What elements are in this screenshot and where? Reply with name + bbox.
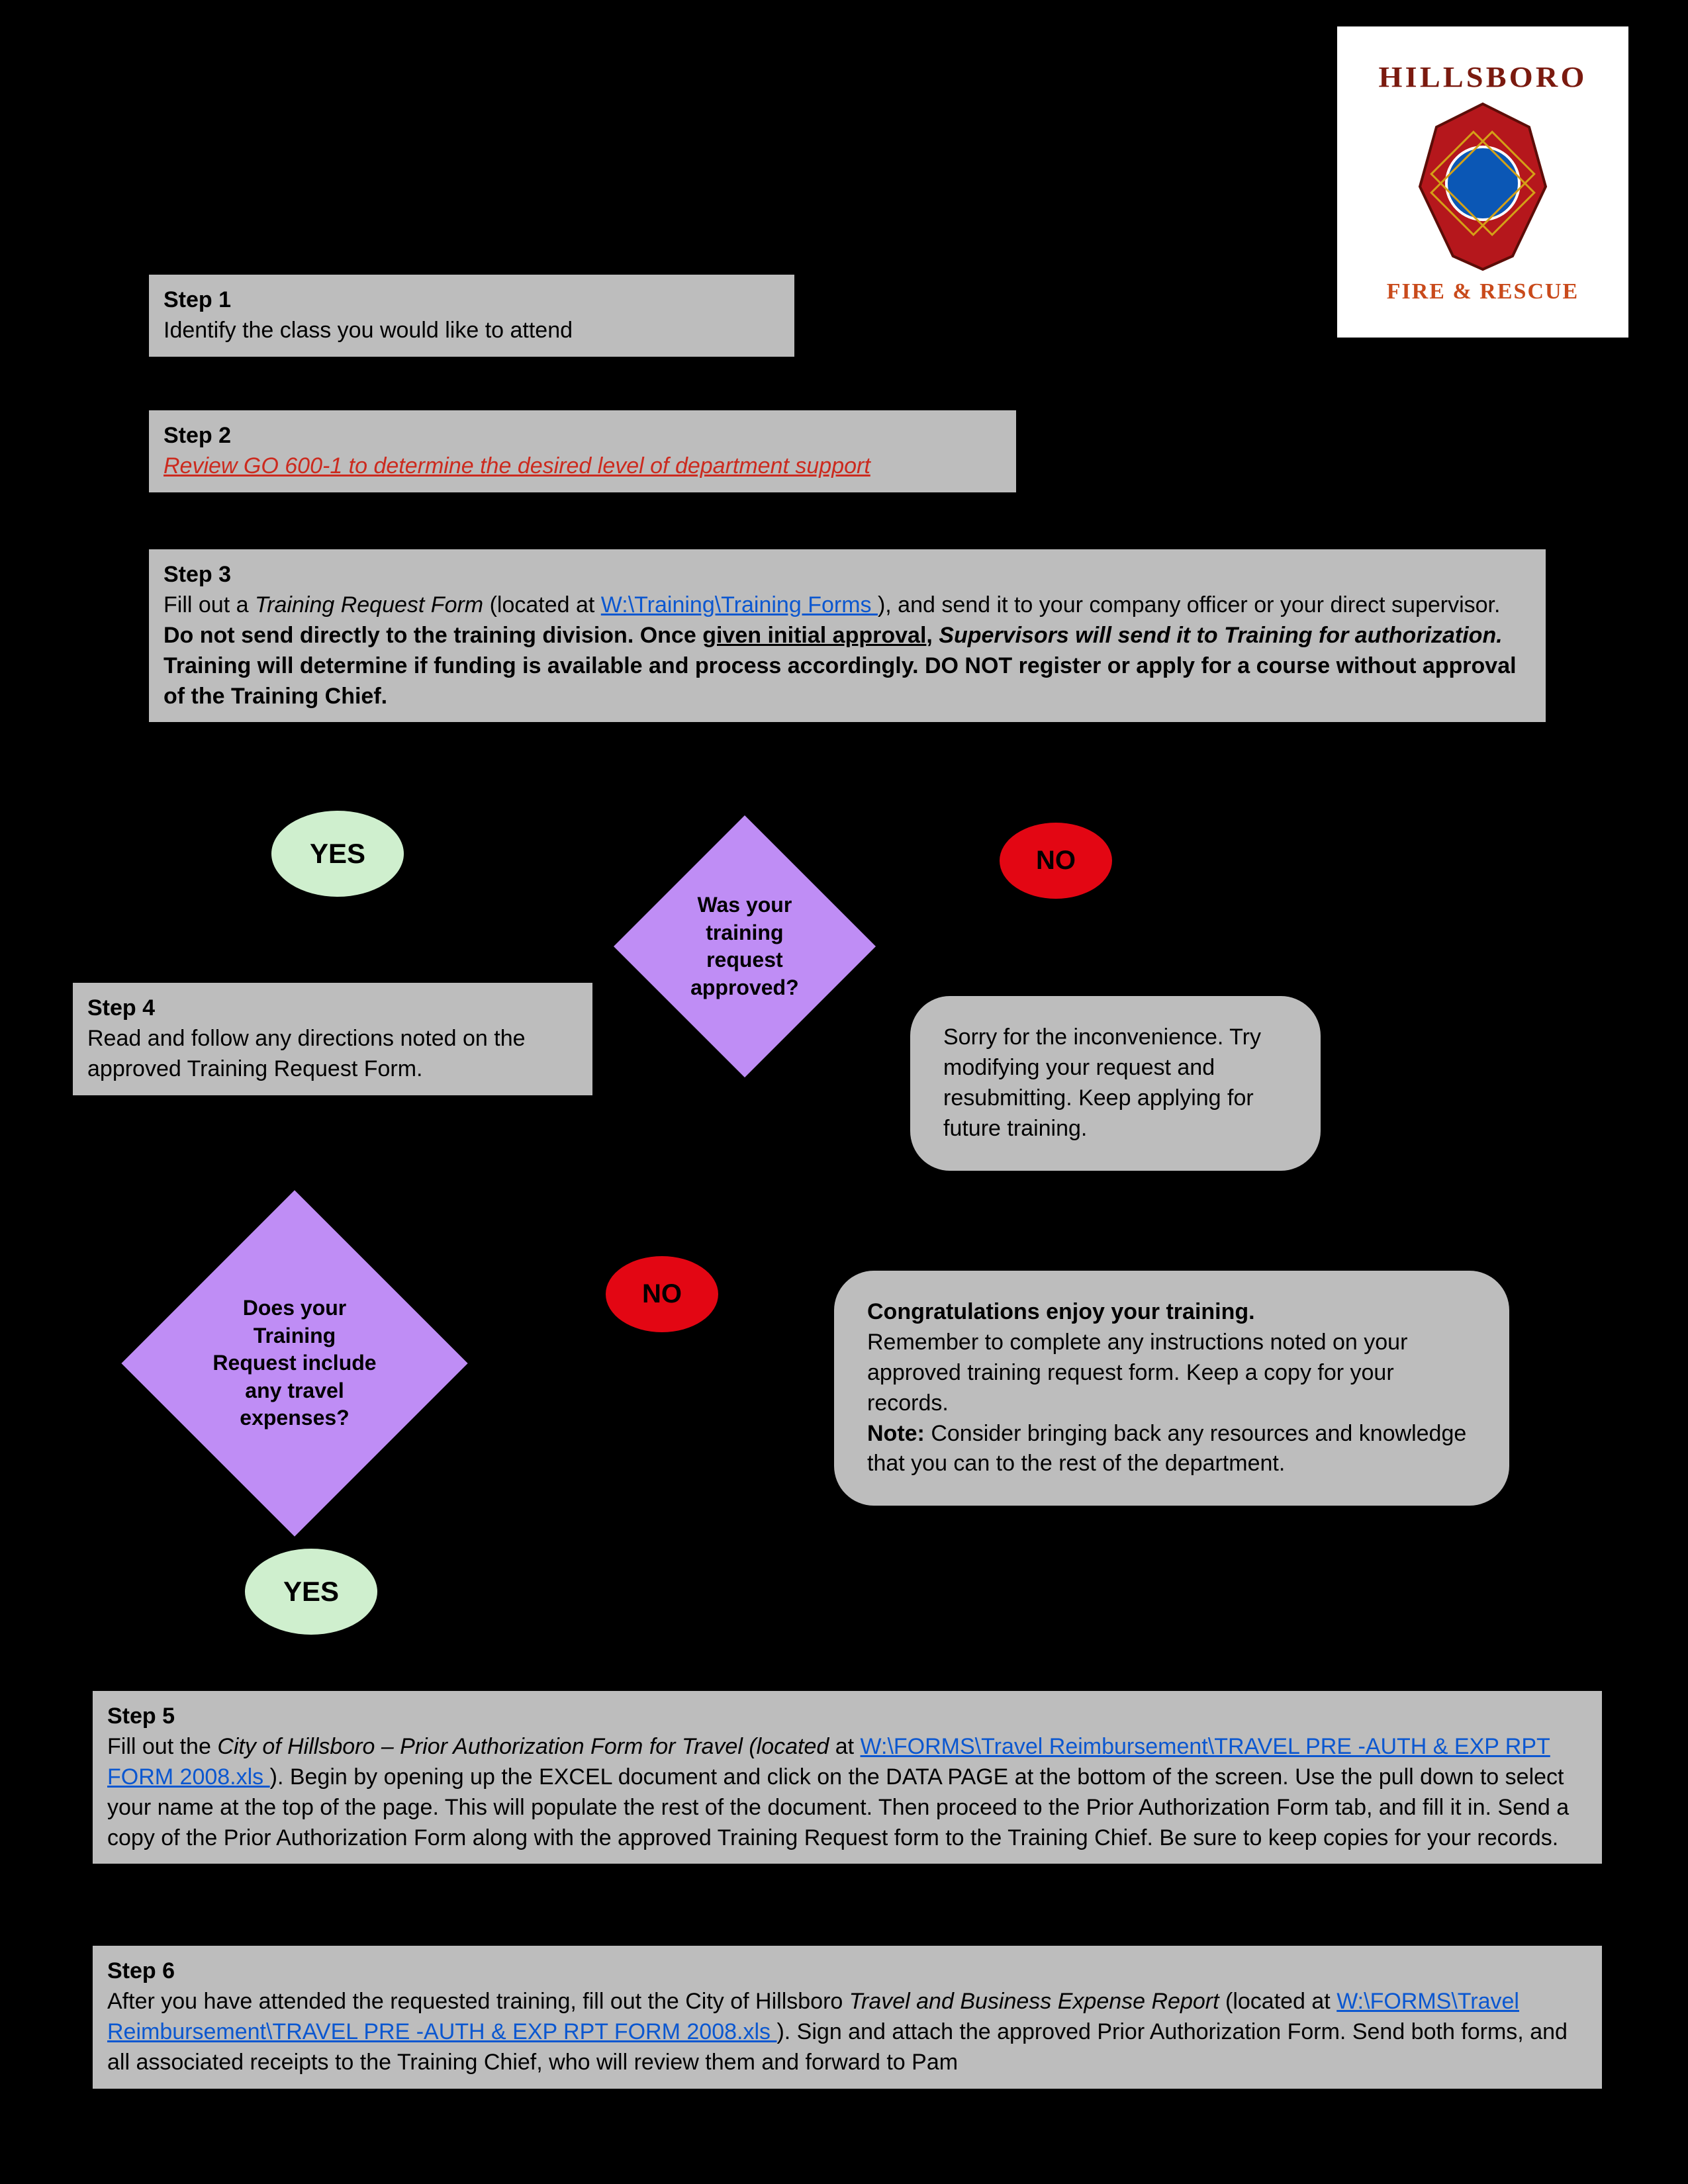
logo-hillsboro-fire-rescue: HILLSBORO FIRE & RESCUE [1337, 26, 1628, 338]
no-ellipse-top: NO [1000, 823, 1112, 899]
step-5-mid: at [829, 1734, 860, 1759]
step-5-pre: Fill out the [107, 1734, 217, 1759]
step-1-body: Identify the class you would like to att… [164, 318, 573, 343]
decision-approved-text: Was your training request approved? [659, 885, 831, 1008]
step-6-form-name: Travel and Business Expense Report [849, 1989, 1219, 2014]
step-3-post: ), and send it to your company officer o… [878, 592, 1500, 617]
step-1-box: Step 1 Identify the class you would like… [149, 275, 794, 357]
congrats-bold-lead: Congratulations enjoy your training. [867, 1299, 1255, 1324]
sorry-rounded-box: Sorry for the inconvenience. Try modifyi… [910, 996, 1321, 1171]
yes-ellipse-top: YES [271, 811, 404, 897]
step-5-post: ). Begin by opening up the EXCEL documen… [107, 1764, 1569, 1850]
no-ellipse-top-label: NO [1036, 846, 1076, 876]
step-3-bold1-tail: , [926, 623, 939, 648]
step-3-bold1-underline: given initial approval [702, 623, 926, 648]
congrats-rounded-box: Congratulations enjoy your training. Rem… [834, 1271, 1509, 1506]
step-4-body: Read and follow any directions noted on … [87, 1026, 526, 1081]
decision-travel-text: Does your Training Request include any t… [179, 1288, 410, 1439]
step-5-heading: Step 5 [107, 1702, 1587, 1732]
yes-ellipse-bottom: YES [245, 1549, 377, 1635]
fire-badge-icon [1413, 101, 1552, 273]
congrats-body1: Remember to complete any instructions no… [867, 1330, 1407, 1416]
step-1-heading: Step 1 [164, 285, 780, 316]
step-4-box: Step 4 Read and follow any directions no… [73, 983, 592, 1095]
step-6-box: Step 6 After you have attended the reque… [93, 1946, 1602, 2089]
congrats-note-label: Note: [867, 1421, 925, 1446]
step-4-heading: Step 4 [87, 993, 578, 1024]
step-3-form-name: Training Request Form [255, 592, 483, 617]
yes-ellipse-bottom-label: YES [283, 1576, 339, 1608]
step-3-mid: (located at [483, 592, 601, 617]
step-3-heading: Step 3 [164, 560, 1531, 590]
step-6-mid: (located at [1219, 1989, 1337, 2014]
sorry-text: Sorry for the inconvenience. Try modifyi… [943, 1024, 1261, 1141]
decision-approved-diamond: Was your training request approved? [614, 815, 876, 1077]
yes-ellipse-top-label: YES [310, 838, 365, 870]
step-5-form-name: City of Hillsboro – Prior Authorization … [217, 1734, 829, 1759]
no-ellipse-mid-label: NO [642, 1279, 682, 1309]
decision-travel-diamond: Does your Training Request include any t… [121, 1190, 467, 1536]
logo-top-text: HILLSBORO [1378, 60, 1587, 94]
step-2-heading: Step 2 [164, 421, 1002, 451]
step-6-pre: After you have attended the requested tr… [107, 1989, 849, 2014]
step-3-pre: Fill out a [164, 592, 255, 617]
step-6-heading: Step 6 [107, 1956, 1587, 1987]
step-5-box: Step 5 Fill out the City of Hillsboro – … [93, 1691, 1602, 1864]
logo-bottom-text: FIRE & RESCUE [1387, 279, 1579, 304]
step-2-box: Step 2 Review GO 600-1 to determine the … [149, 410, 1016, 492]
step-3-bold2: Training will determine if funding is av… [164, 653, 1517, 709]
congrats-note-body: Consider bringing back any resources and… [867, 1421, 1466, 1477]
step-3-link[interactable]: W:\Training\Training Forms [601, 592, 878, 617]
step-2-link[interactable]: Review GO 600-1 to determine the desired… [164, 453, 870, 478]
yes-bottom-tick [310, 1635, 312, 1655]
step-3-bold-italic: Supervisors will send it to Training for… [939, 623, 1502, 648]
step-3-bold1: Do not send directly to the training div… [164, 623, 702, 648]
step-3-box: Step 3 Fill out a Training Request Form … [149, 549, 1546, 722]
no-ellipse-mid: NO [606, 1256, 718, 1332]
